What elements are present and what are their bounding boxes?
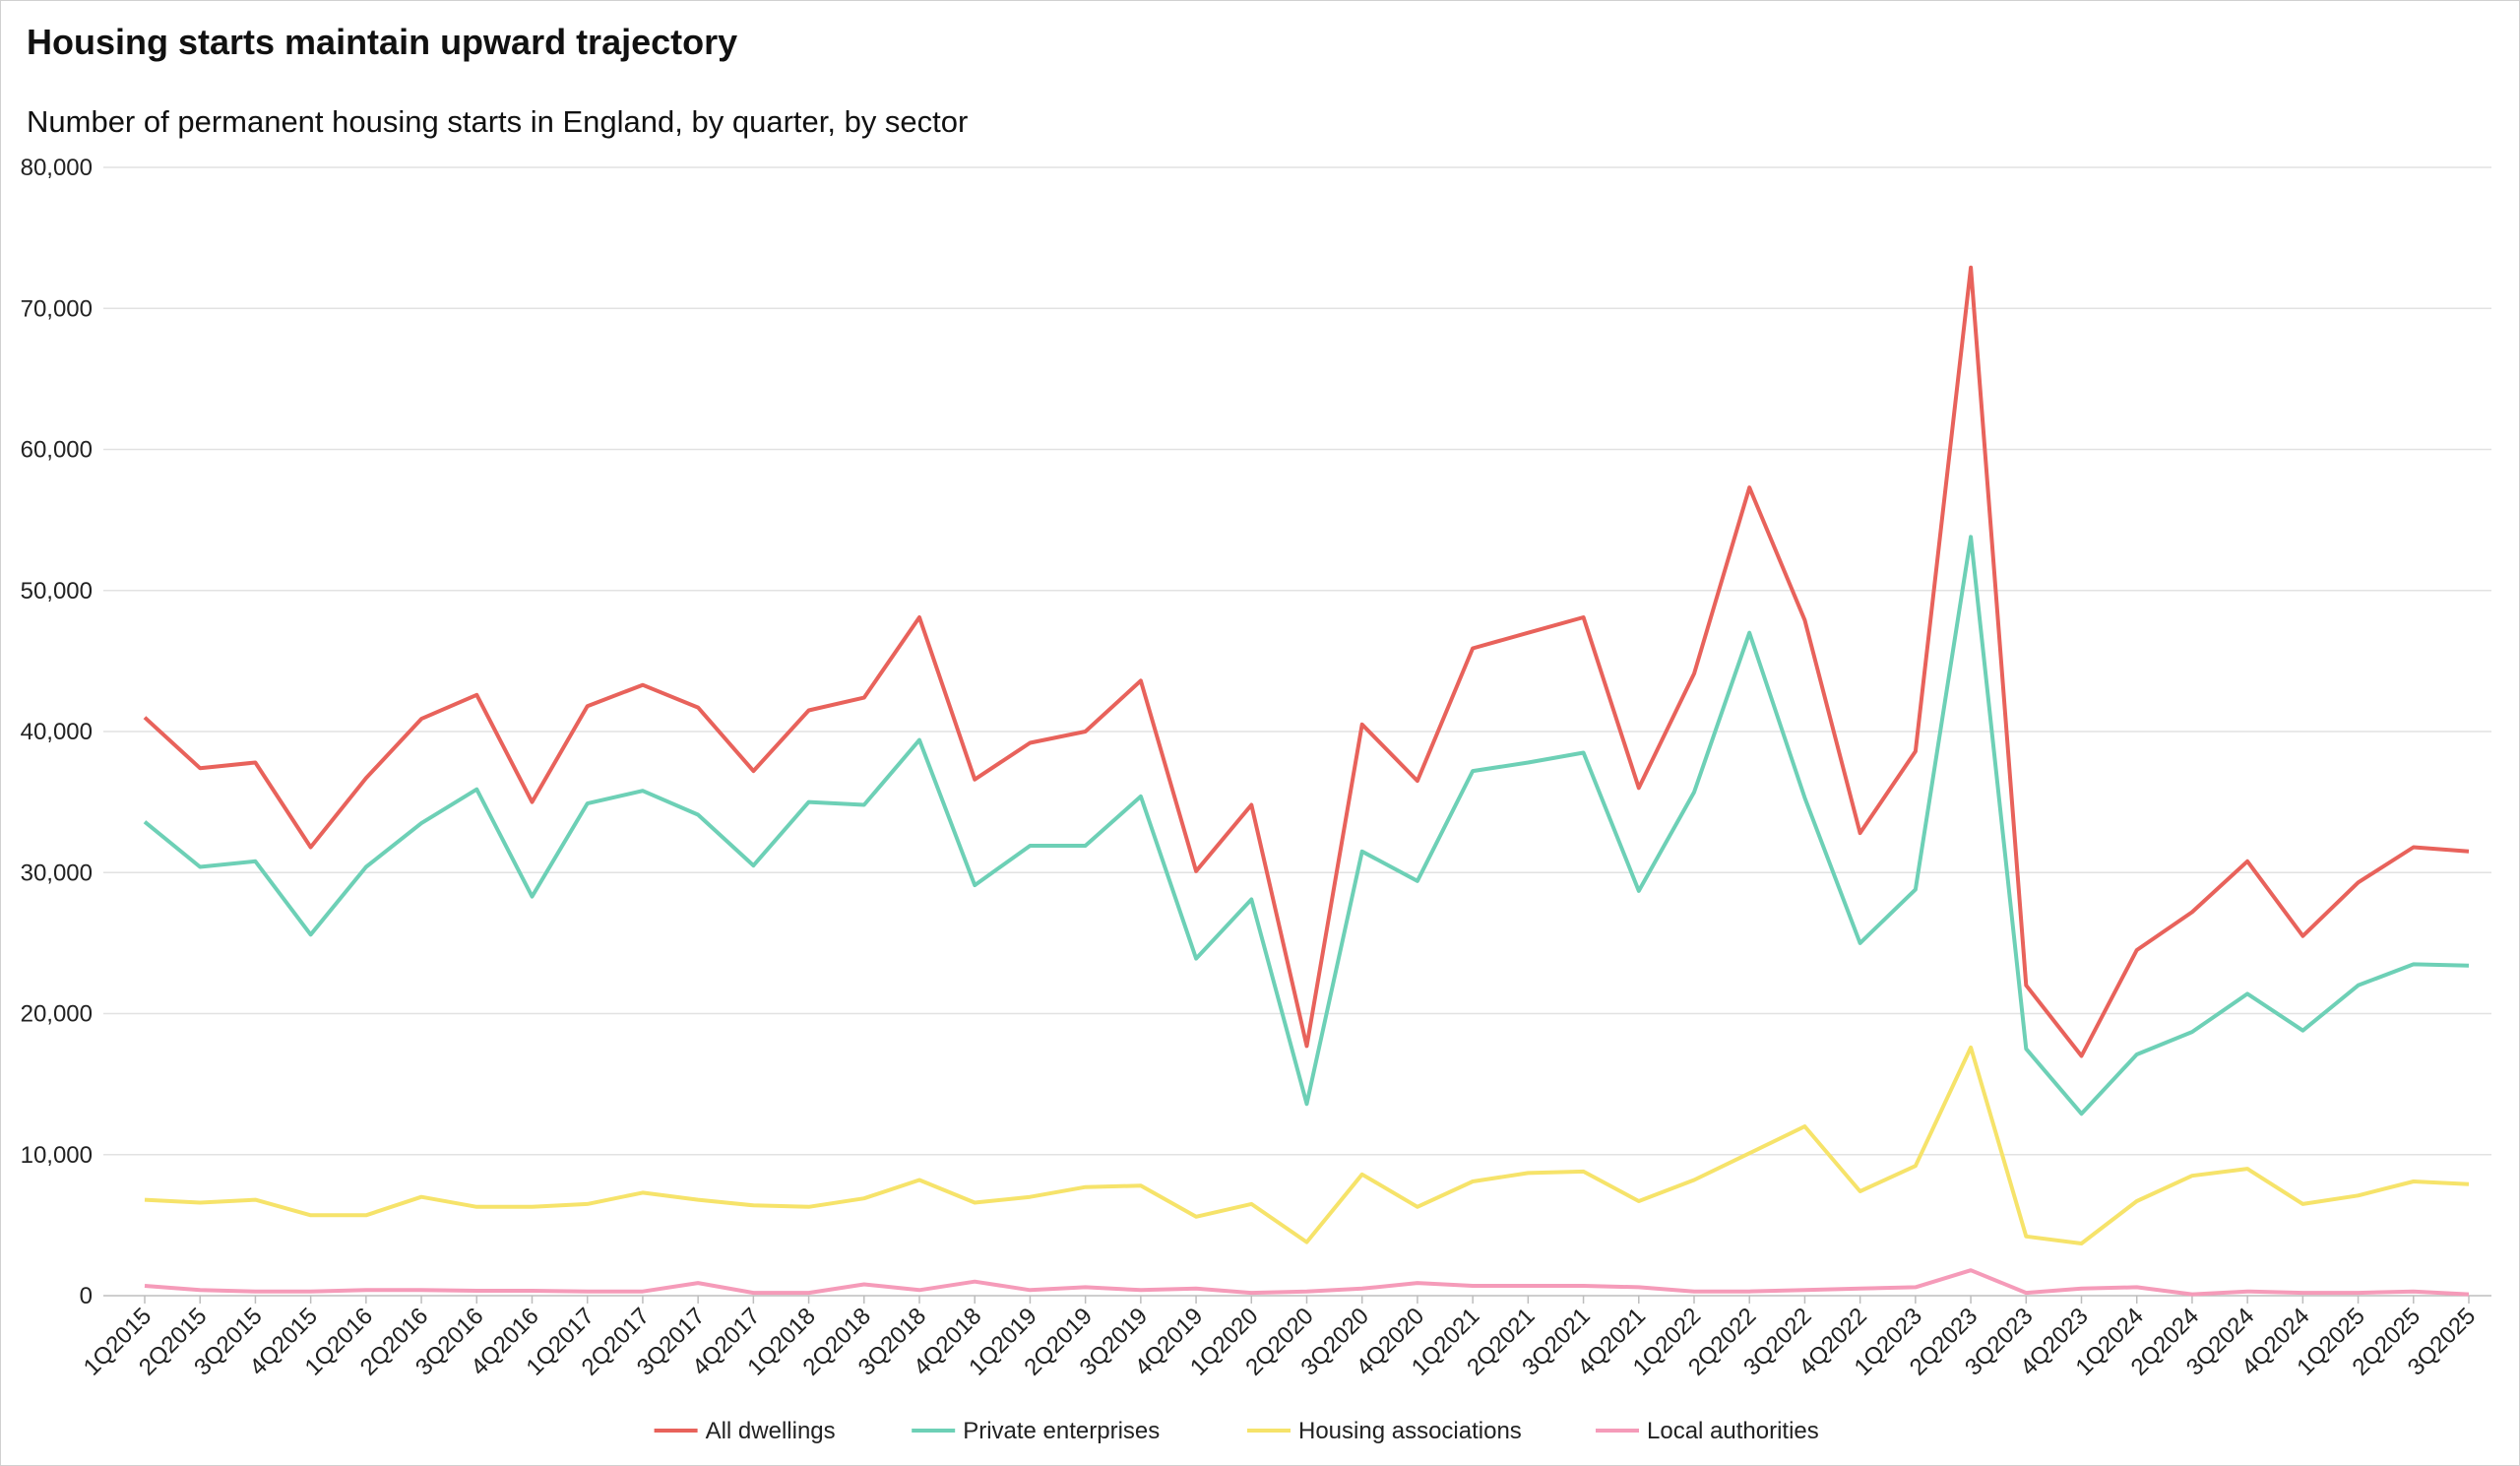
chart-subtitle: Number of permanent housing starts in En… — [27, 104, 969, 139]
series-line-housing-associations — [144, 1045, 2470, 1245]
legend-label: All dwellings — [706, 1418, 836, 1444]
chart-title: Housing starts maintain upward trajector… — [27, 22, 738, 62]
series-line-all-dwellings — [143, 265, 2470, 1058]
y-tick-label: 80,000 — [21, 155, 93, 181]
legend-label: Private enterprises — [963, 1418, 1160, 1444]
y-tick-label: 30,000 — [21, 860, 93, 886]
legend-label: Local authorities — [1647, 1418, 1819, 1444]
y-tick-label: 70,000 — [21, 295, 93, 322]
y-tick-label: 10,000 — [21, 1142, 93, 1169]
y-tick-label: 20,000 — [21, 1001, 93, 1028]
legend-label: Housing associations — [1298, 1418, 1522, 1444]
y-tick-label: 40,000 — [21, 719, 93, 745]
series-line-private-enterprises — [143, 535, 2470, 1116]
y-tick-label: 0 — [80, 1283, 93, 1309]
series-line-local-authorities — [144, 1268, 2470, 1297]
y-tick-label: 60,000 — [21, 437, 93, 464]
y-tick-label: 50,000 — [21, 578, 93, 605]
